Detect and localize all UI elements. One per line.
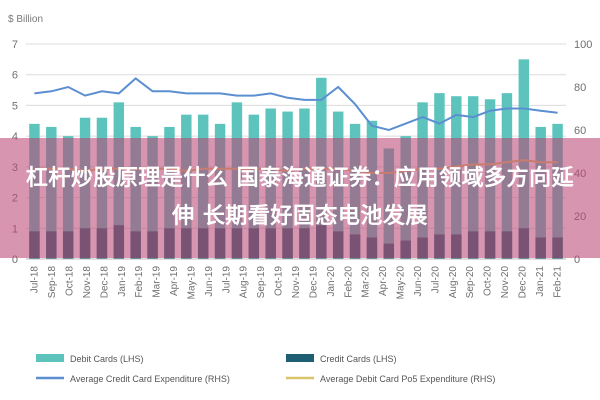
x-tick-label: Feb-19 (134, 266, 145, 298)
x-tick-label: Mar-20 (361, 266, 372, 298)
y-left-tick-label: 5 (12, 100, 18, 112)
x-tick-label: Dec-19 (308, 266, 319, 299)
x-tick-label: Dec-20 (518, 266, 529, 299)
x-tick-label: Aug-20 (448, 266, 459, 299)
x-tick-label: Feb-21 (552, 266, 563, 298)
x-tick-label: Aug-19 (239, 266, 250, 299)
credit-expenditure-line (34, 77, 558, 132)
x-tick-label: Sep-18 (47, 266, 58, 299)
x-tick-label: Sep-20 (465, 266, 476, 299)
x-tick-label: Nov-18 (82, 266, 93, 299)
x-tick-label: Jul-18 (30, 266, 41, 294)
legend-label: Debit Cards (LHS) (70, 354, 144, 364)
x-tick-label: Jul-20 (430, 266, 441, 294)
x-tick-label: Mar-19 (152, 266, 163, 298)
legend-label: Average Credit Card Expenditure (RHS) (70, 374, 230, 384)
y-left-tick-label: 0 (12, 254, 18, 266)
legend-label: Credit Cards (LHS) (320, 354, 397, 364)
x-tick-label: Dec-18 (99, 266, 110, 299)
x-tick-label: Sep-19 (256, 266, 267, 299)
legend-label: Average Debit Card Po5 Expenditure (RHS) (320, 374, 495, 384)
x-tick-label: May-19 (187, 266, 198, 300)
x-tick-label: Jun-19 (204, 266, 215, 297)
x-tick-label: Apr-20 (378, 266, 389, 296)
y-left-tick-label: 7 (12, 39, 18, 51)
x-tick-label: Jan-20 (326, 266, 337, 297)
y-right-tick-label: 80 (574, 82, 586, 94)
x-tick-label: Oct-18 (65, 266, 76, 296)
x-tick-label: Jan-21 (535, 266, 546, 297)
y-right-tick-label: 0 (574, 254, 580, 266)
x-tick-label: May-20 (396, 266, 407, 300)
legend-swatch (36, 354, 64, 362)
x-tick-label: Oct-20 (483, 266, 494, 296)
y-left-tick-label: 4 (12, 131, 18, 143)
x-tick-label: Jan-19 (117, 266, 128, 297)
y-left-tick-label: 6 (12, 70, 18, 82)
x-tick-label: Oct-19 (274, 266, 285, 296)
x-tick-label: Jul-19 (221, 266, 232, 294)
x-tick-label: Apr-19 (169, 266, 180, 296)
legend-swatch (286, 354, 314, 362)
x-tick-label: Nov-20 (500, 266, 511, 299)
headline-title: 杠杆炒股原理是什么 国泰海通证券：应用领域多方向延伸 长期看好固态电池发展 (25, 166, 575, 229)
x-tick-label: Feb-20 (343, 266, 354, 298)
y-right-tick-label: 100 (574, 39, 592, 51)
x-tick-label: Nov-19 (291, 266, 302, 299)
left-axis-unit-label: $ Billion (8, 14, 43, 25)
y-right-tick-label: 60 (574, 125, 586, 137)
x-tick-label: Jun-20 (413, 266, 424, 297)
headline-banner: 杠杆炒股原理是什么 国泰海通证券：应用领域多方向延伸 长期看好固态电池发展 (0, 138, 600, 258)
